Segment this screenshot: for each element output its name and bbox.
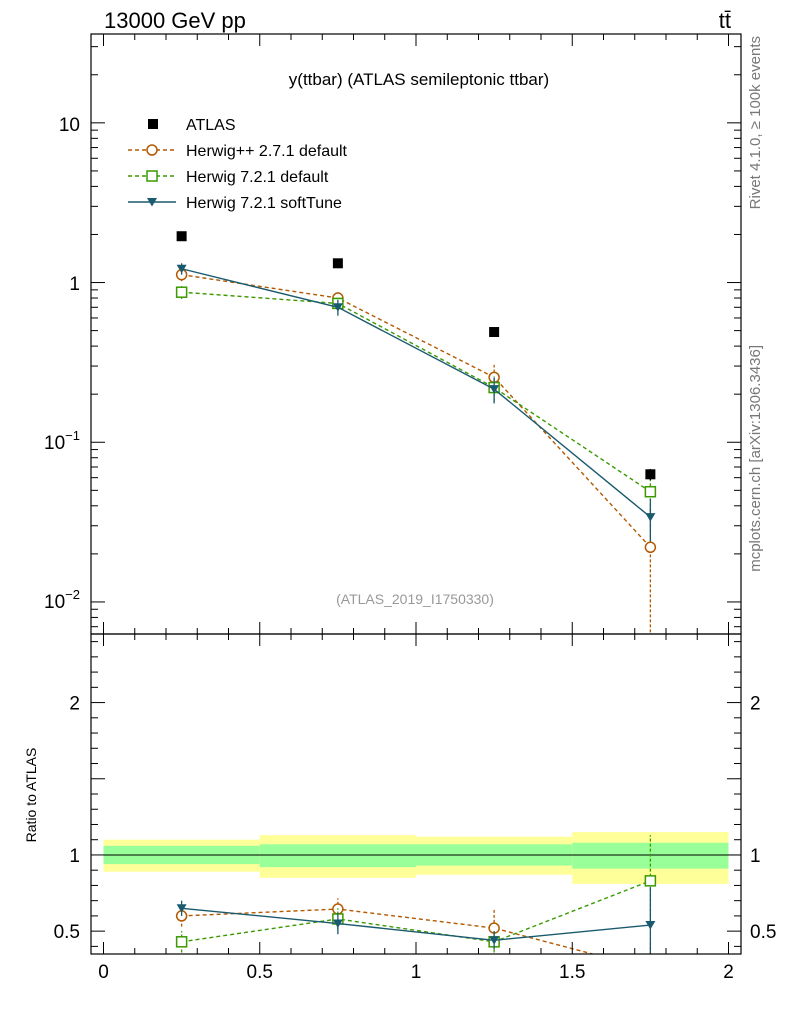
series-line xyxy=(181,908,596,954)
ratio-band-inner xyxy=(259,844,416,868)
data-point xyxy=(645,964,655,974)
data-point xyxy=(644,875,657,887)
series-line xyxy=(181,273,651,548)
series-line xyxy=(181,880,651,943)
data-point xyxy=(176,264,187,274)
xtick-label: 0.5 xyxy=(247,962,273,983)
series-atlas xyxy=(176,231,656,481)
legend: ATLAS Herwig++ 2.7.1 default Herwig 7.2.… xyxy=(128,117,348,212)
data-point xyxy=(148,119,158,129)
xtick-label: 0 xyxy=(98,962,109,983)
ratio-ytick-label-right: 0.5 xyxy=(750,922,776,943)
ratio-frame xyxy=(90,633,742,955)
data-point xyxy=(176,904,187,913)
side-text-rivet: Rivet 4.1.0, ≥ 100k events xyxy=(747,36,764,209)
ratio-ytick-label-left: 1 xyxy=(69,846,80,867)
series-line xyxy=(181,291,651,493)
side-text-mcplots: mcplots.cern.ch [arXiv:1306.3436] xyxy=(747,345,764,572)
ratio-ytick-label-left: 2 xyxy=(69,694,80,715)
data-point xyxy=(644,541,657,554)
analysis-watermark: (ATLAS_2019_I1750330) xyxy=(336,591,494,607)
series-line xyxy=(181,907,651,941)
main-ytick-label: 1 xyxy=(69,274,80,295)
series-herwig-7-2-1-default xyxy=(175,286,657,512)
legend-label-herwig-721-softtune: Herwig 7.2.1 softTune xyxy=(186,195,342,212)
legend-label-herwig-721-default: Herwig 7.2.1 default xyxy=(186,169,329,186)
main-ytick-label: 10−1 xyxy=(44,428,80,454)
xtick-label: 2 xyxy=(723,962,734,983)
data-point xyxy=(175,286,188,298)
data-point xyxy=(146,170,158,182)
ratio-ytick-label-right: 2 xyxy=(750,694,761,715)
series-herwig-7-2-1-softtune xyxy=(176,886,656,954)
ratio-uncertainty-bands xyxy=(103,832,729,884)
main-title: y(ttbar) (ATLAS semileptonic ttbar) xyxy=(289,70,549,89)
data-point xyxy=(644,485,657,498)
data-point xyxy=(332,303,343,312)
data-point xyxy=(332,258,343,269)
legend-label-herwigpp-271: Herwig++ 2.7.1 default xyxy=(186,143,348,160)
data-point xyxy=(645,921,656,930)
xtick-label: 1 xyxy=(411,962,422,983)
data-point xyxy=(489,327,500,338)
legend-label-atlas: ATLAS xyxy=(186,117,236,134)
data-point xyxy=(176,231,187,242)
main-plot-series xyxy=(175,231,657,634)
data-point xyxy=(489,936,500,945)
xtick-label: 1.5 xyxy=(559,962,585,983)
process-label: tt̄ xyxy=(719,8,731,33)
main-ytick-label: 10 xyxy=(59,115,80,136)
tick-labels: 10 1 10−1 10−2 0 0.5 1 1.5 2 0.5 0.5 1 1 2 2 xyxy=(44,115,776,983)
energy-label: 13000 GeV pp xyxy=(104,8,246,33)
main-ytick-label: 10−2 xyxy=(44,587,80,613)
data-point xyxy=(332,919,343,929)
ratio-ytick-label-left: 0.5 xyxy=(54,922,80,943)
series-herwig-7-2-1-softtune xyxy=(176,263,656,542)
data-point xyxy=(146,144,158,156)
series-herwig-2-7-1-default xyxy=(175,268,657,634)
data-point xyxy=(489,385,500,394)
series-line xyxy=(181,268,651,518)
data-point xyxy=(645,469,656,480)
data-point xyxy=(175,936,188,948)
ratio-ytick-label-right: 1 xyxy=(750,846,761,867)
axis-ticks xyxy=(91,34,741,954)
data-point xyxy=(645,513,656,522)
data-point xyxy=(147,198,157,207)
ratio-ylabel: Ratio to ATLAS xyxy=(23,748,39,843)
